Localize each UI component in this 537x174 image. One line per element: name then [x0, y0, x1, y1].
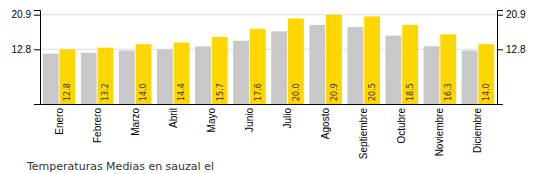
tick: Septiembre [358, 108, 369, 160]
data-label: 18.5 [406, 83, 415, 101]
bar [385, 36, 401, 104]
axis-line [41, 104, 498, 105]
tick-label: Diciembre [472, 108, 483, 153]
tick-label: 20.9 [506, 9, 526, 20]
tick-label: Septiembre [358, 108, 369, 160]
tick: Julio [282, 108, 293, 129]
tick: Febrero [92, 108, 103, 143]
grid-line [40, 14, 497, 15]
bar [288, 19, 304, 104]
bar [271, 31, 287, 104]
bar [309, 25, 325, 104]
tick: 20.9 [497, 9, 526, 20]
bar [478, 44, 494, 104]
data-label: 20.9 [330, 83, 339, 101]
y-axis-left: 12.8 20.9 [12, 9, 41, 104]
tick: Agosto [320, 108, 331, 140]
bar [462, 51, 478, 104]
tick: Abril [168, 108, 179, 128]
tick: Mayo [206, 108, 217, 133]
bar [157, 49, 173, 104]
tick-label: 12.8 [506, 44, 526, 55]
bar [81, 53, 97, 104]
tick: Junio [244, 108, 255, 132]
tick: Diciembre [472, 108, 483, 153]
grid [40, 15, 497, 50]
tick: 12.8 [12, 44, 40, 55]
tick-mark [497, 49, 503, 50]
bar [98, 48, 114, 104]
data-label: 12.8 [63, 83, 72, 101]
tick: Noviembre [434, 108, 445, 157]
tick-label: Julio [282, 108, 293, 129]
plot: 12.8 13.2 14.0 14.4 15.7 17.6 20.0 20.9 20.5 18.5… [12, 9, 526, 159]
tick-label: Agosto [320, 108, 331, 140]
data-label: 20.0 [292, 83, 301, 101]
tick-mark [497, 15, 503, 16]
axis-line [498, 11, 504, 105]
title: Temperaturas Medias en sauzal el [26, 160, 214, 173]
data-label: 13.2 [101, 83, 110, 101]
bar [233, 41, 249, 104]
tick-label: Abril [168, 108, 179, 128]
data-label: 17.6 [254, 83, 263, 101]
tick: 12.8 [497, 44, 526, 55]
bar [136, 44, 152, 104]
tick-label: 12.8 [12, 44, 32, 55]
data-label: 15.7 [216, 83, 225, 101]
y-axis-right: 12.8 20.9 [497, 9, 526, 104]
bar [59, 49, 75, 104]
tick-mark [34, 49, 40, 50]
bar [250, 29, 266, 104]
data-label: 16.3 [444, 83, 453, 101]
tick-mark [34, 15, 40, 16]
bar [364, 16, 380, 104]
tick-label: Enero [54, 108, 65, 135]
data-label: 14.4 [177, 83, 186, 101]
tick-label: Noviembre [434, 108, 445, 157]
tick: 20.9 [12, 9, 40, 20]
tick: Enero [54, 108, 65, 135]
tick-label: Marzo [130, 108, 141, 136]
bar [43, 54, 59, 104]
bar [212, 37, 228, 104]
data-label: 14.0 [139, 83, 148, 101]
data-label: 20.5 [368, 83, 377, 101]
data-labels: 12.8 13.2 14.0 14.4 15.7 17.6 20.0 20.9 20.5 18.5… [63, 83, 491, 101]
tick-label: Mayo [206, 108, 217, 133]
bar [440, 34, 456, 104]
data-label: 14.0 [482, 83, 491, 101]
bar [174, 42, 190, 104]
bar [195, 46, 211, 104]
bar [326, 15, 342, 104]
x-axis: Enero Febrero Marzo Abril Mayo Junio Julio Agos… [41, 105, 498, 160]
tick-label: 20.9 [12, 9, 32, 20]
bar [347, 27, 363, 104]
axis-line [34, 11, 41, 105]
chart: 12.8 13.2 14.0 14.4 15.7 17.6 20.0 20.9 20.5 18.5… [0, 0, 537, 174]
tick-label: Junio [244, 108, 255, 132]
bar [119, 51, 135, 104]
tick: Octubre [396, 108, 407, 144]
bars [43, 15, 495, 104]
bar [402, 25, 418, 104]
bar [424, 46, 440, 104]
tick: Marzo [130, 108, 141, 136]
tick-label: Octubre [396, 108, 407, 144]
tick-label: Febrero [92, 108, 103, 143]
